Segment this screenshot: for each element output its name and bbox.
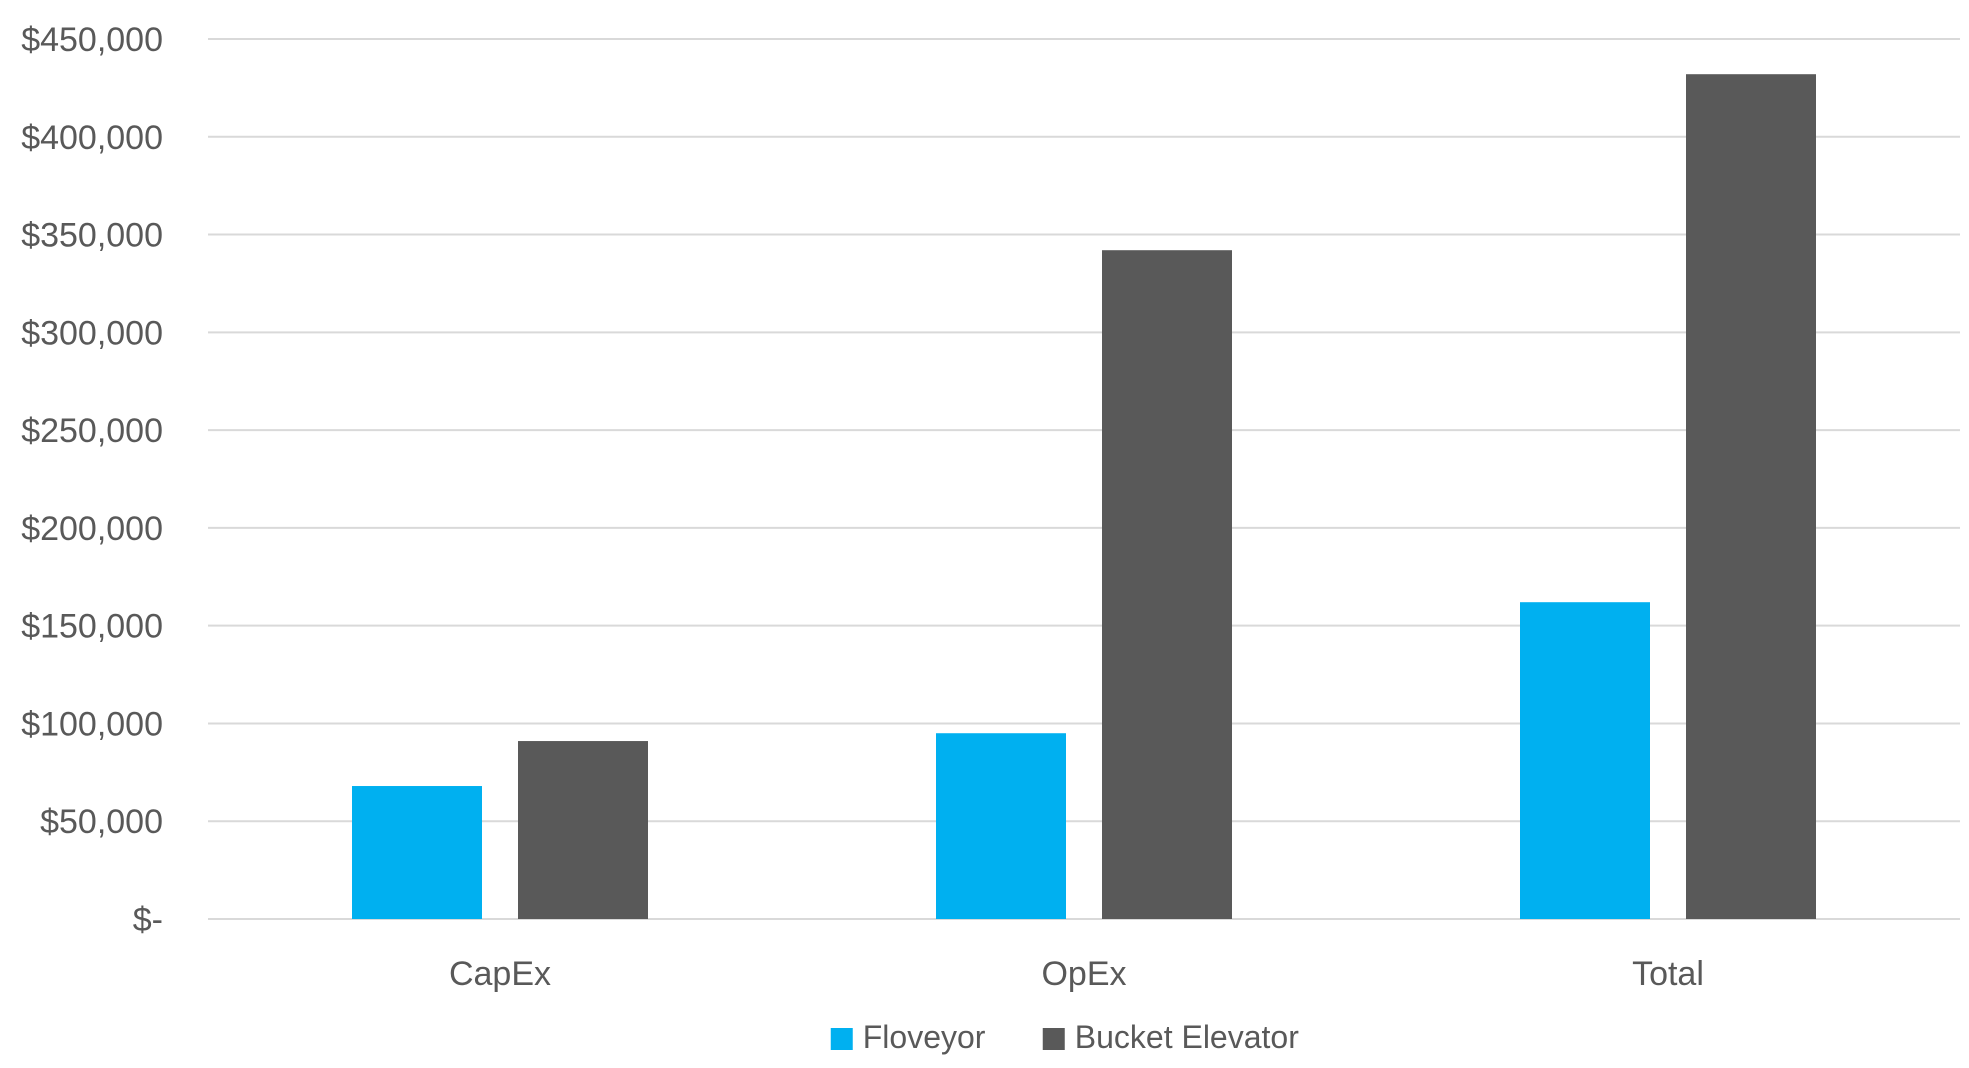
bar-bucket-elevator-capex bbox=[518, 741, 648, 919]
legend-label-floveyor: Floveyor bbox=[863, 1019, 986, 1055]
y-tick-label: $450,000 bbox=[21, 21, 163, 59]
gridlines bbox=[208, 38, 1960, 920]
y-tick-label: $250,000 bbox=[21, 412, 163, 450]
legend: Floveyor Bucket Elevator bbox=[830, 1019, 1299, 1055]
y-tick-label: $200,000 bbox=[21, 510, 163, 548]
bar-floveyor-opex bbox=[936, 733, 1066, 919]
x-category-label: OpEx bbox=[1041, 955, 1126, 993]
y-tick-label: $- bbox=[133, 901, 163, 939]
y-tick-label: $350,000 bbox=[21, 217, 163, 255]
legend-swatch-floveyor bbox=[830, 1028, 853, 1050]
y-tick-label: $400,000 bbox=[21, 119, 163, 157]
y-tick-label: $50,000 bbox=[40, 803, 163, 841]
y-tick-label: $150,000 bbox=[21, 608, 163, 646]
x-category-label: CapEx bbox=[449, 955, 551, 993]
bars bbox=[352, 74, 1816, 919]
y-axis-tick-labels: $- $50,000 $100,000 $150,000 $200,000 $250,00… bbox=[21, 21, 163, 939]
bar-bucket-elevator-opex bbox=[1102, 250, 1232, 919]
bar-floveyor-capex bbox=[352, 786, 482, 919]
bar-floveyor-total bbox=[1520, 602, 1650, 919]
y-tick-label: $100,000 bbox=[21, 705, 163, 743]
bar-bucket-elevator-total bbox=[1686, 74, 1816, 919]
x-axis-category-labels: CapEx OpEx Total bbox=[449, 955, 1704, 993]
legend-swatch-bucket-elevator bbox=[1042, 1028, 1065, 1050]
x-category-label: Total bbox=[1632, 955, 1704, 993]
y-tick-label: $300,000 bbox=[21, 314, 163, 352]
legend-label-bucket-elevator: Bucket Elevator bbox=[1075, 1019, 1299, 1055]
